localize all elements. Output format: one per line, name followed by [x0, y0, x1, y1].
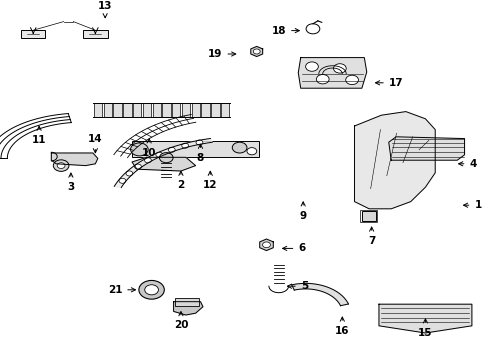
Text: 11: 11	[32, 126, 46, 145]
Text: 15: 15	[417, 319, 432, 338]
Bar	[201, 103, 209, 117]
Circle shape	[196, 140, 203, 145]
Bar	[94, 103, 102, 117]
Bar	[162, 103, 170, 117]
Circle shape	[144, 285, 158, 295]
Bar	[123, 103, 131, 117]
Circle shape	[253, 49, 260, 54]
Text: 16: 16	[334, 317, 349, 336]
Circle shape	[182, 143, 188, 148]
Polygon shape	[259, 239, 273, 251]
Text: 5: 5	[287, 281, 307, 291]
Bar	[182, 103, 190, 117]
Circle shape	[246, 148, 256, 155]
Polygon shape	[114, 139, 212, 188]
Bar	[172, 103, 180, 117]
Text: 8: 8	[197, 144, 203, 163]
Polygon shape	[173, 302, 203, 315]
Circle shape	[333, 64, 346, 73]
Text: 7: 7	[367, 227, 375, 246]
Circle shape	[262, 242, 270, 248]
Bar	[21, 30, 45, 38]
Bar	[221, 103, 229, 117]
Bar	[191, 103, 200, 117]
Circle shape	[139, 280, 164, 299]
Circle shape	[345, 75, 358, 85]
Polygon shape	[378, 304, 471, 333]
Bar	[211, 103, 219, 117]
Text: 2: 2	[177, 171, 184, 190]
Bar	[152, 103, 161, 117]
Circle shape	[134, 164, 141, 169]
Bar	[133, 103, 141, 117]
Text: 19: 19	[208, 49, 235, 59]
Bar	[361, 211, 375, 221]
Text: 12: 12	[203, 171, 217, 190]
Circle shape	[57, 163, 65, 168]
Bar	[142, 103, 151, 117]
Text: 10: 10	[142, 139, 156, 158]
Circle shape	[156, 152, 163, 157]
Text: 13: 13	[98, 1, 112, 18]
Text: 18: 18	[271, 26, 299, 36]
Circle shape	[316, 75, 328, 84]
Text: 4: 4	[458, 159, 476, 169]
Circle shape	[130, 143, 148, 156]
Text: 1: 1	[463, 200, 481, 210]
Circle shape	[305, 24, 319, 34]
Polygon shape	[388, 137, 464, 160]
Circle shape	[119, 178, 125, 183]
Text: 14: 14	[88, 134, 102, 153]
Text: 6: 6	[282, 243, 305, 253]
Text: 17: 17	[375, 78, 403, 88]
Circle shape	[53, 160, 69, 171]
Polygon shape	[132, 157, 195, 171]
Circle shape	[305, 62, 318, 71]
Polygon shape	[291, 283, 347, 306]
Bar	[83, 30, 107, 38]
Text: 9: 9	[299, 202, 306, 221]
Bar	[175, 298, 198, 306]
Polygon shape	[354, 112, 434, 209]
Circle shape	[126, 171, 133, 176]
Circle shape	[232, 142, 246, 153]
Bar	[103, 103, 112, 117]
Circle shape	[168, 147, 175, 152]
Polygon shape	[298, 58, 366, 88]
Bar	[113, 103, 122, 117]
Bar	[360, 210, 376, 222]
Bar	[132, 141, 259, 157]
Text: 21: 21	[107, 285, 135, 295]
Text: 3: 3	[67, 173, 74, 192]
Circle shape	[159, 153, 173, 163]
Text: 20: 20	[173, 312, 188, 330]
Polygon shape	[51, 153, 98, 166]
Circle shape	[144, 158, 151, 163]
Polygon shape	[250, 46, 262, 57]
